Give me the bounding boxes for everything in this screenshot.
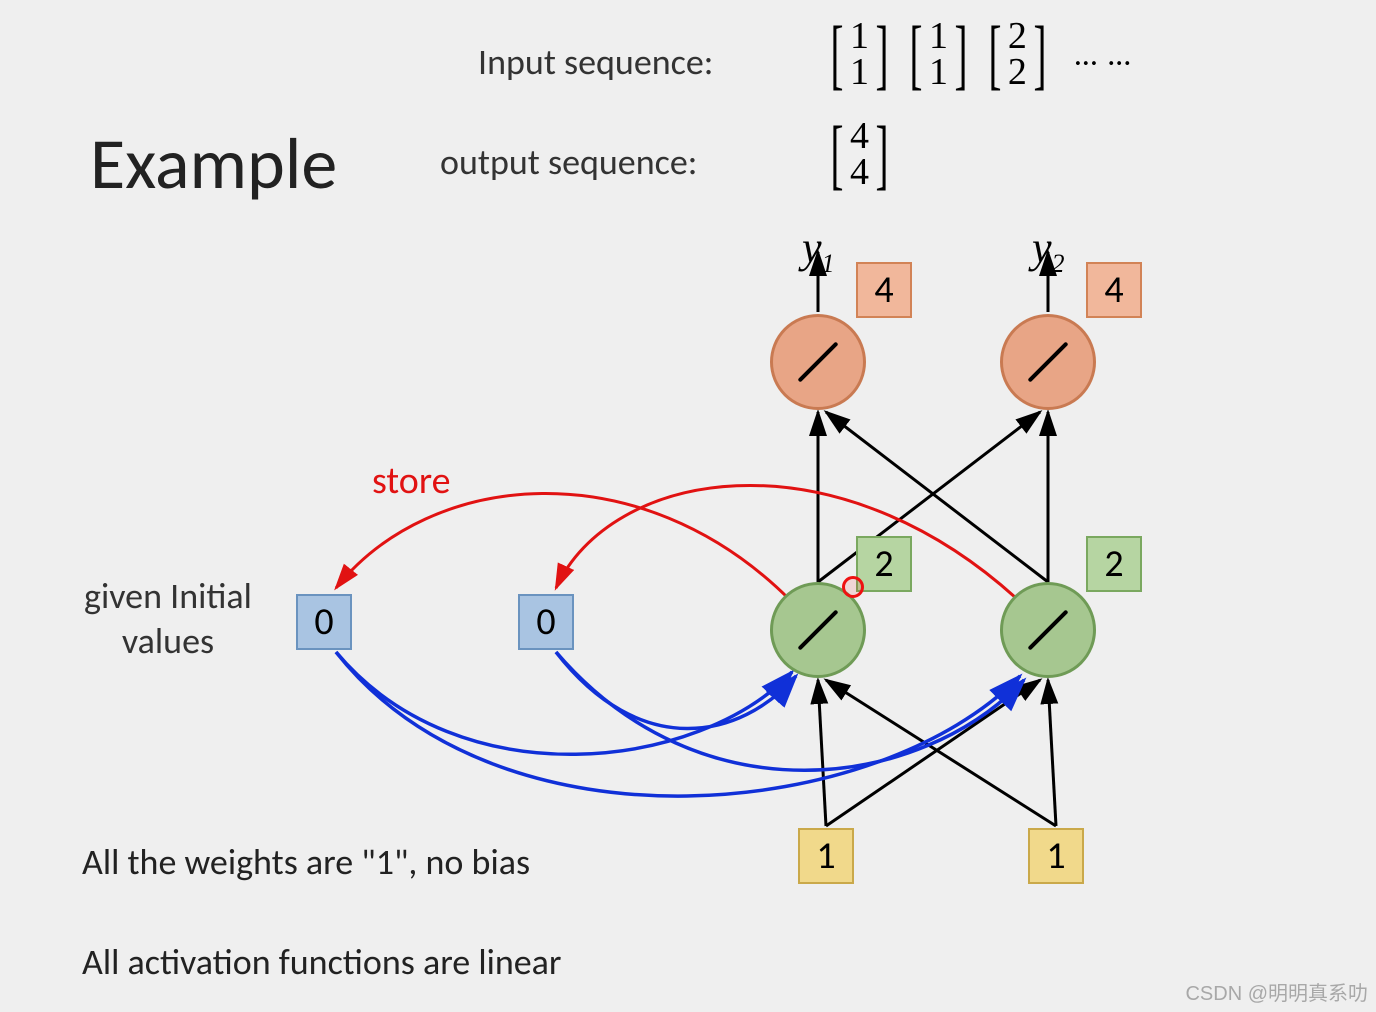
vec-val: 2	[1008, 54, 1027, 90]
output-value-2: 4	[1086, 262, 1142, 318]
y1-label: y1	[802, 222, 835, 279]
watermark: CSDN @明明真系叻	[1185, 977, 1368, 1006]
hidden-value-1: 2	[856, 536, 912, 592]
output-value-1: 4	[856, 262, 912, 318]
input-sequence-label: Input sequence:	[478, 40, 713, 84]
output-vectors: [ 44 ]	[820, 118, 899, 190]
memory-box-1: 0	[296, 594, 352, 650]
store-label: store	[372, 458, 451, 504]
vec-val: 1	[929, 54, 948, 90]
hidden-value-2: 2	[1086, 536, 1142, 592]
weights-caption: All the weights are "1", no bias	[82, 840, 530, 884]
initial-values-label: given Initial values	[48, 574, 288, 664]
vec-val: 1	[929, 18, 948, 54]
laser-pointer-icon	[842, 576, 864, 598]
vec-val: 2	[1008, 18, 1027, 54]
output-sequence-label: output sequence:	[440, 140, 697, 184]
y2-label: y2	[1032, 222, 1065, 279]
vec-val: 4	[850, 118, 869, 154]
input-box-1: 1	[798, 828, 854, 884]
memory-box-2: 0	[518, 594, 574, 650]
vec-val: 1	[850, 18, 869, 54]
activation-caption: All activation functions are linear	[82, 940, 561, 984]
hidden-neuron-2	[1000, 582, 1096, 678]
ellipsis: … …	[1075, 35, 1132, 74]
input-box-2: 1	[1028, 828, 1084, 884]
input-vectors: [ 11 ] [ 11 ] [ 22 ] … …	[820, 18, 1132, 90]
output-neuron-2	[1000, 314, 1096, 410]
slide-title: Example	[90, 120, 337, 208]
output-neuron-1	[770, 314, 866, 410]
vec-val: 1	[850, 54, 869, 90]
vec-val: 4	[850, 154, 869, 190]
